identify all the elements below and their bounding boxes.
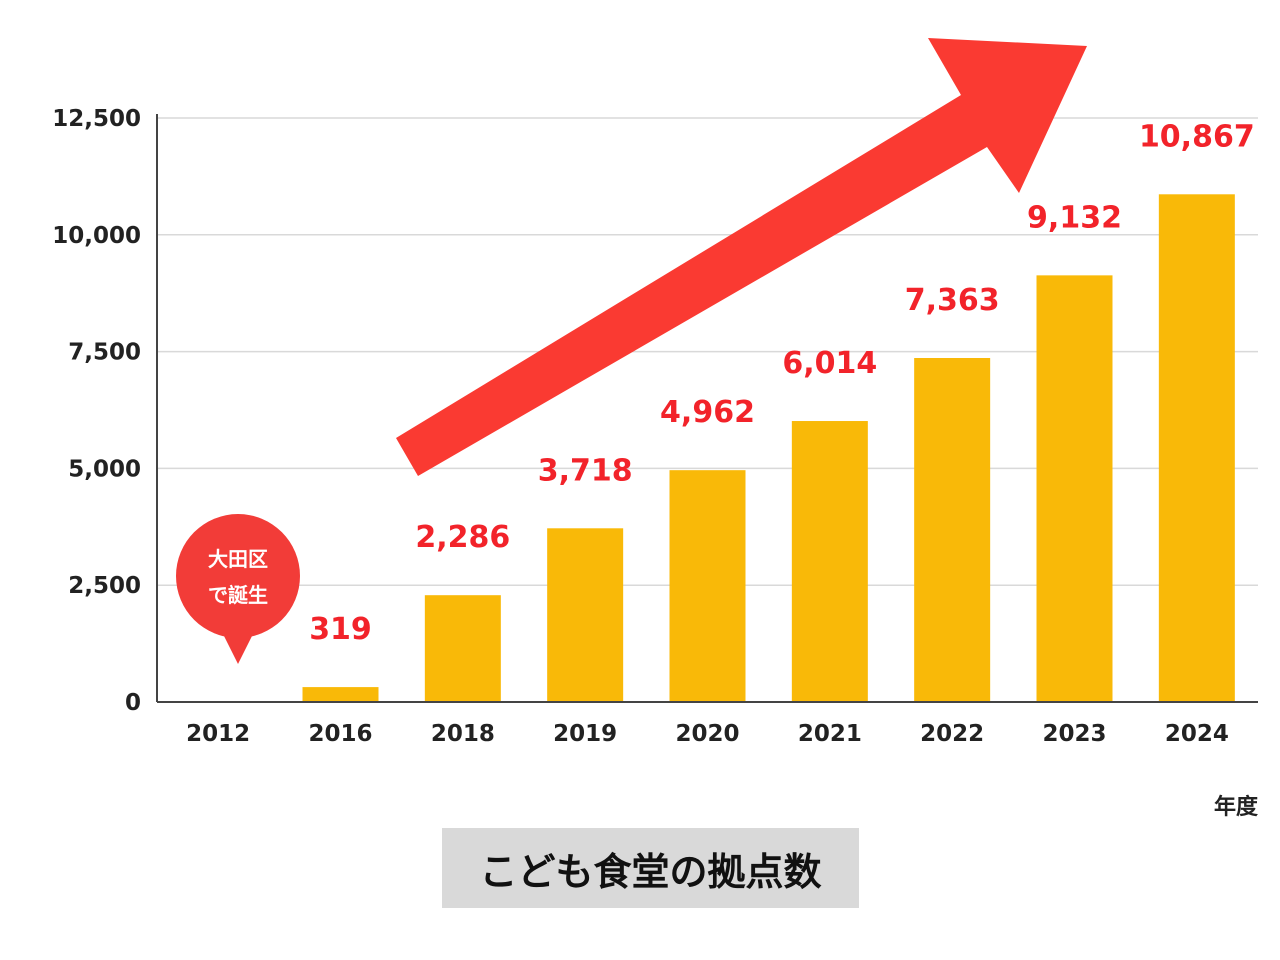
y-tick-label: 7,500 [68,340,141,366]
bar-2019 [547,528,624,702]
x-tick-label: 2022 [920,721,984,747]
data-label-2016: 319 [309,612,372,647]
bar-2018 [424,595,501,702]
bar-2023 [1036,275,1113,702]
x-axis-ticks: 2012 2016 2018 2019 2020 2021 2022 2023 2024 [186,721,1229,747]
x-tick-label: 2020 [675,721,739,747]
x-tick-label: 2016 [308,721,372,747]
annotation-bubble: 大田区 で誕生 [176,514,300,664]
chart-title-box: こども食堂の拠点数 [442,828,859,908]
bubble-circle [176,514,300,638]
data-label-2019: 3,718 [538,453,633,488]
x-tick-label: 2024 [1165,721,1229,747]
x-tick-label: 2018 [431,721,495,747]
x-axis-unit-label: 年度 [1214,794,1259,820]
bar-chart: 0 2,500 5,000 7,500 10,000 12,500 319 2,286 3,7… [52,38,1259,820]
data-label-2022: 7,363 [905,283,1000,318]
bar-2021 [791,421,868,702]
y-axis-ticks: 0 2,500 5,000 7,500 10,000 12,500 [52,106,141,716]
y-tick-label: 12,500 [52,106,141,132]
data-label-2024: 10,867 [1139,119,1255,154]
bubble-line-1: 大田区 [208,547,268,571]
data-label-2020: 4,962 [660,395,755,430]
chart-title: こども食堂の拠点数 [479,849,822,894]
x-tick-label: 2021 [798,721,862,747]
data-labels: 319 2,286 3,718 4,962 6,014 7,363 9,132 10,867 [309,119,1255,647]
data-label-2018: 2,286 [415,520,510,555]
bar-2022 [914,358,991,702]
bar-2024 [1158,194,1235,702]
data-label-2021: 6,014 [782,346,877,381]
x-tick-label: 2023 [1042,721,1106,747]
trend-arrow [396,38,1087,476]
bar-2016 [302,687,379,702]
bubble-line-2: で誕生 [208,583,268,607]
y-tick-label: 5,000 [68,456,141,482]
y-tick-label: 0 [125,690,141,716]
y-tick-label: 2,500 [68,573,141,599]
data-label-2023: 9,132 [1027,200,1122,235]
x-tick-label: 2019 [553,721,617,747]
y-tick-label: 10,000 [52,223,141,249]
bubble-tail [222,632,254,664]
bars [302,194,1235,702]
x-tick-label: 2012 [186,721,250,747]
bar-2020 [669,470,746,702]
